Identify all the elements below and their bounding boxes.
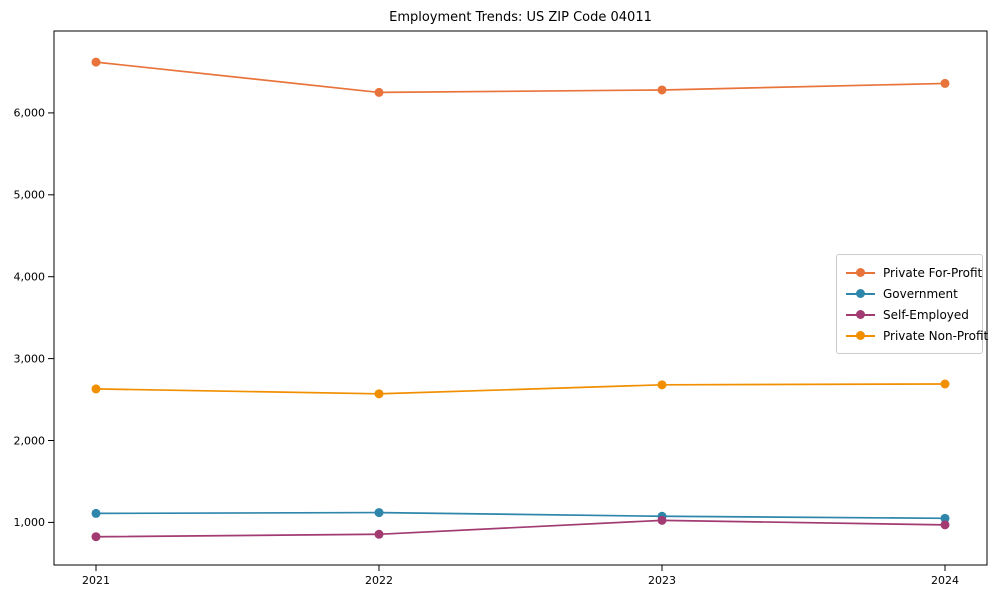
x-tick-label: 2021 (82, 574, 110, 587)
legend-label-private-non-profit: Private Non-Profit (883, 328, 989, 343)
x-tick-label: 2024 (931, 574, 959, 587)
chart-title: Employment Trends: US ZIP Code 04011 (389, 10, 652, 25)
data-point-private-non-profit-2024 (940, 379, 950, 389)
legend-item-private-for-profit: Private For-Profit (846, 262, 982, 283)
plot-frame (53, 30, 988, 566)
data-point-private-for-profit-2021 (91, 57, 101, 67)
x-tick-label: 2022 (365, 574, 393, 587)
chart-legend: Private For-Profit Government Self-Employe… (836, 254, 988, 354)
data-point-government-2022 (374, 508, 384, 518)
series-line-self-employed (95, 519, 946, 538)
data-point-government-2021 (91, 508, 101, 518)
series-line-government (95, 511, 946, 520)
y-tick-label: 6,000 (14, 107, 46, 120)
y-tick-label: 4,000 (14, 271, 46, 284)
data-point-private-for-profit-2022 (374, 87, 384, 97)
data-point-private-non-profit-2021 (91, 384, 101, 394)
legend-label-government: Government (883, 286, 958, 301)
y-tick-label: 5,000 (14, 189, 46, 202)
series-line-private-for-profit (95, 61, 946, 94)
legend-item-government: Government (846, 283, 972, 304)
x-tick-label: 2023 (648, 574, 676, 587)
data-point-self-employed-2022 (374, 529, 384, 539)
data-point-private-for-profit-2024 (940, 78, 950, 88)
data-point-self-employed-2023 (657, 515, 667, 525)
y-tick-label: 1,000 (14, 516, 46, 529)
y-tick-label: 2,000 (14, 434, 46, 447)
legend-item-self-employed: Self-Employed (846, 304, 972, 325)
legend-label-private-for-profit: Private For-Profit (883, 265, 983, 280)
legend-item-private-non-profit: Private Non-Profit (846, 325, 988, 346)
legend-marker-private-for-profit (846, 268, 875, 277)
legend-marker-government (846, 289, 875, 298)
y-tick-label: 3,000 (14, 352, 46, 365)
data-point-self-employed-2021 (91, 532, 101, 542)
series-line-private-non-profit (95, 383, 946, 395)
data-point-private-non-profit-2023 (657, 380, 667, 390)
legend-label-self-employed: Self-Employed (883, 307, 969, 322)
data-point-government-2024 (940, 513, 950, 523)
data-point-private-for-profit-2023 (657, 85, 667, 95)
legend-marker-self-employed (846, 310, 875, 319)
data-point-self-employed-2024 (940, 520, 950, 530)
legend-marker-private-non-profit (846, 331, 875, 340)
data-point-private-non-profit-2022 (374, 389, 384, 399)
